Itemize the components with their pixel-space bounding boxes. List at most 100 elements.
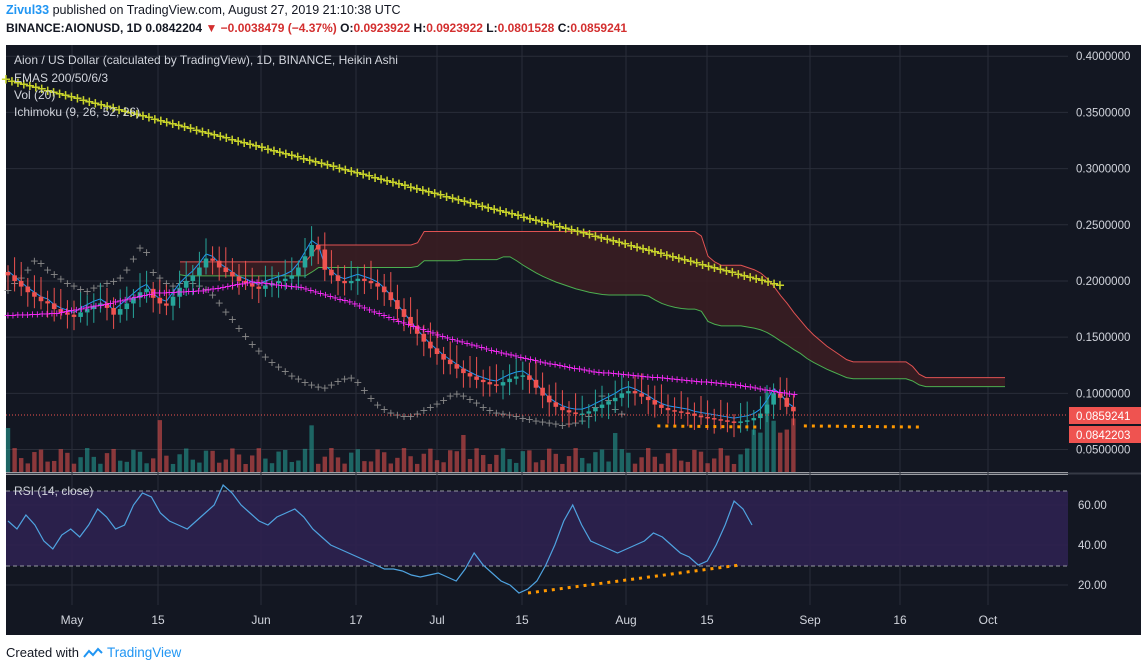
lagging-cross: + [413,408,422,421]
candle-body [38,296,44,302]
ema50-cross: + [658,373,666,384]
volume-bars [5,392,796,472]
created-with: Created with [6,645,79,660]
ema50-cross: + [277,280,285,291]
time-tick-label: May [61,613,84,627]
volume-bar [408,456,413,472]
ema50-cross: + [624,370,632,381]
volume-bar [619,449,624,472]
candle-body [474,376,479,380]
volume-bar [771,420,776,472]
ema50-cross: + [258,278,266,289]
ema50-cross: + [673,375,681,386]
lagging-cross: + [3,284,12,297]
author-link[interactable]: Zivul33 [6,3,50,17]
ema200-cross: + [751,272,762,287]
ema50-cross: + [668,374,676,385]
ema200-cross: + [632,240,643,255]
lagging-cross: + [340,373,349,386]
price-tick-label: 0.1000000 [1076,388,1130,400]
volume-bar [487,463,492,472]
candle-body [302,256,308,268]
ema50-cross: + [155,288,163,299]
ema200-cross: + [120,104,131,119]
candle-body [447,359,453,365]
candle-body [243,280,248,284]
ema200-cross: + [239,136,250,151]
ema200-cross: + [661,248,672,263]
cloud-area [180,231,1005,387]
volume-bar [269,463,275,472]
ema200-cross: + [465,196,476,211]
volume-bar [263,458,268,472]
ema50-cross: + [67,306,75,317]
candle-body [461,368,466,374]
candle-body [428,341,433,349]
candle-body [32,292,37,297]
volume-bar [401,448,407,472]
time-tick-label: 16 [893,613,907,627]
lagging-cross: + [347,372,356,385]
ema50-cross: + [590,367,598,378]
ema50-cross: + [429,328,437,339]
ema200-cross: + [536,215,547,230]
rsi-tick-label: 20.00 [1078,580,1107,592]
ema50-cross: + [351,299,359,310]
volume-bar [104,453,110,472]
candle-body [150,288,156,298]
lagging-cross: + [498,408,507,421]
ema200-cross: + [566,223,577,238]
ema50-cross: + [292,282,300,293]
candle-body [408,316,413,326]
tradingview-brand-link[interactable]: TradingView [106,645,182,660]
ema50-cross: + [185,287,193,298]
ema50-cross: + [629,370,637,381]
candle-body [579,413,585,416]
candle-body [639,393,644,397]
volume-bar [85,448,90,472]
ema200-cross: + [143,111,154,126]
ema50-cross: + [614,369,622,380]
volume-bar [758,432,763,472]
ema200-cross: + [703,259,714,274]
ema50-cross: + [121,295,129,306]
ema200-cross: + [554,220,565,235]
candle-body [51,303,57,310]
ema50-cross: + [575,364,583,375]
ema50-cross: + [453,336,461,347]
ema50-cross: + [409,321,417,332]
ema50-cross: + [609,369,617,380]
price-tick-label: 0.1500000 [1076,332,1130,344]
candle-body [645,396,651,401]
ema50-cross: + [512,351,520,362]
ema200-cross: + [298,152,309,167]
volume-bar [184,448,189,472]
legend-vol: Vol (20) [14,88,55,102]
volume-bar [210,450,215,472]
candle-body [784,397,790,407]
lagging-cross: + [558,419,567,432]
candle-body [335,275,341,281]
low-label: L: [486,21,498,35]
candle-body [546,395,552,403]
price-label-text: 0.0842203 [1076,430,1130,442]
volume-bar [784,429,789,472]
ema50-cross: + [570,363,578,374]
price-change: −0.0038479 (−4.37%) [220,21,337,35]
ema200-cross: + [739,269,750,284]
lagging-cross: + [76,283,85,296]
ema200-cross: + [257,141,268,156]
lagging-cross: + [109,275,118,288]
ema200-cross: + [268,144,279,159]
ema200-cross: + [626,239,637,254]
candle-body [223,267,229,272]
volume-bar [421,453,426,472]
candle-body [777,393,783,398]
ema50-cross: + [605,368,613,379]
volume-bar [322,456,327,472]
candle-body [203,258,209,268]
lagging-cross: + [518,412,527,425]
candle-body [375,283,380,287]
ema200-cross: + [542,217,553,232]
